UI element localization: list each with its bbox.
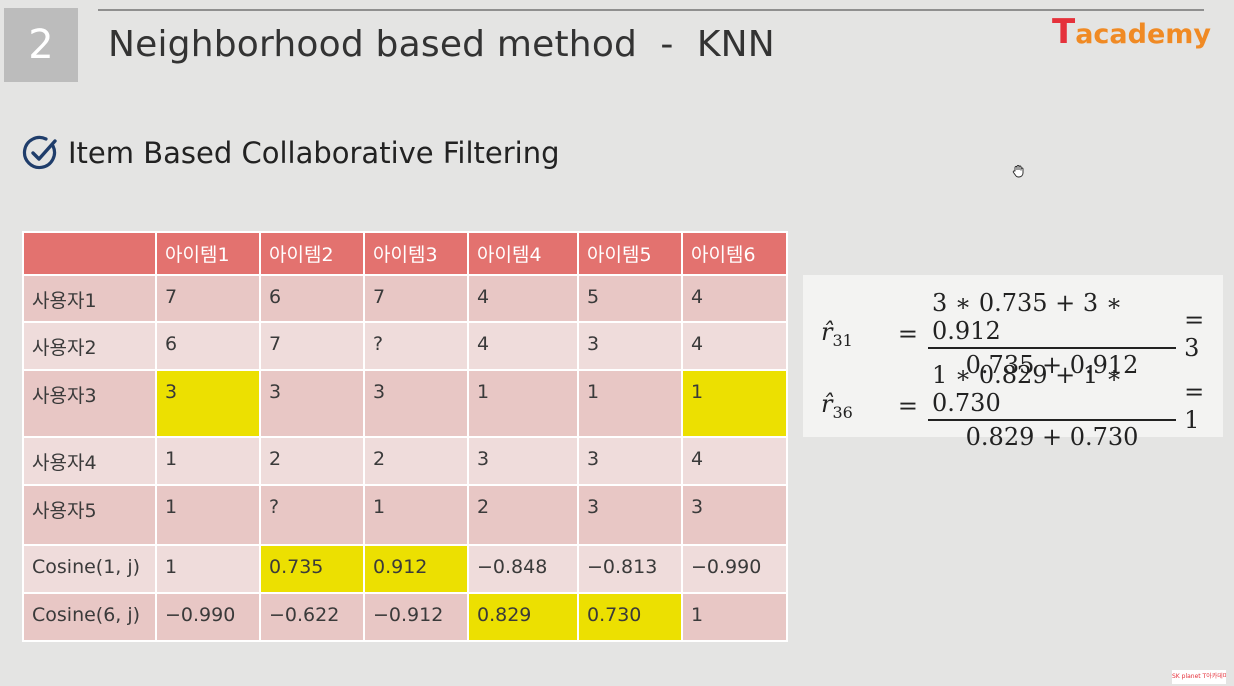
highlighted-cell: 0.735 (259, 544, 365, 594)
header-item2: 아이템2 (259, 231, 365, 276)
header-corner (22, 231, 157, 276)
table-row: 사용자5 1 ? 1 2 3 3 (22, 484, 788, 546)
table-cell: −0.813 (577, 544, 683, 594)
formula-numerator: 3 ∗ 0.735 + 3 ∗ 0.912 (928, 289, 1177, 349)
table-cell: 7 (155, 274, 261, 323)
sk-planet-logo: SK planet T아카데미 (1172, 670, 1226, 684)
equals-sign: = (897, 392, 918, 420)
formula-result: = 3 (1184, 306, 1205, 362)
table-cell: 2 (363, 436, 469, 486)
formula-symbol: r̂ (821, 318, 833, 347)
formula-fraction: 3 ∗ 0.735 + 3 ∗ 0.912 0.735 + 0.912 (928, 289, 1177, 379)
table-cell: 7 (259, 321, 365, 371)
row-label: 사용자4 (22, 436, 157, 486)
header-item5: 아이템5 (577, 231, 683, 276)
table-cell: 3 (577, 321, 683, 371)
formula-subscript: 36 (832, 402, 853, 422)
table-cell: 2 (467, 484, 579, 546)
table-row: 사용자1 7 6 7 4 5 4 (22, 274, 788, 323)
rating-matrix-table: 아이템1 아이템2 아이템3 아이템4 아이템5 아이템6 사용자1 7 6 7… (22, 231, 788, 642)
section-heading: Item Based Collaborative Filtering (22, 134, 560, 172)
table-cell: 1 (155, 544, 261, 594)
formula-numerator: 1 ∗ 0.829 + 1 ∗ 0.730 (928, 361, 1177, 421)
row-label: 사용자5 (22, 484, 157, 546)
highlighted-cell: 1 (681, 369, 788, 438)
table-cell: 1 (467, 369, 579, 438)
formula-denominator: 0.735 + 0.912 (965, 351, 1139, 379)
formula-r36: r̂36 = 1 ∗ 0.829 + 1 ∗ 0.730 0.829 + 0.7… (821, 361, 1223, 451)
table-row: Cosine(1, j) 1 0.735 0.912 −0.848 −0.813… (22, 544, 788, 594)
header-item4: 아이템4 (467, 231, 579, 276)
table-cell: 4 (467, 274, 579, 323)
formula-lhs: r̂36 (821, 390, 888, 422)
table-cell: 4 (681, 321, 788, 371)
table-cell: 3 (467, 436, 579, 486)
row-label: Cosine(1, j) (22, 544, 157, 594)
table-row: 사용자4 1 2 2 3 3 4 (22, 436, 788, 486)
table-cell: −0.912 (363, 592, 469, 642)
table-cell: 1 (681, 592, 788, 642)
slide-number: 2 (4, 8, 78, 82)
table-cell: 6 (259, 274, 365, 323)
highlighted-cell: 0.829 (467, 592, 579, 642)
table-cell: 4 (681, 436, 788, 486)
title-divider (98, 9, 1204, 11)
logo-t: T (1052, 12, 1076, 52)
logo-academy: academy (1075, 19, 1212, 50)
table-cell: 3 (363, 369, 469, 438)
highlighted-cell: 0.730 (577, 592, 683, 642)
table-cell: 5 (577, 274, 683, 323)
table-row: Cosine(6, j) −0.990 −0.622 −0.912 0.829 … (22, 592, 788, 642)
table-row: 사용자2 6 7 ? 4 3 4 (22, 321, 788, 371)
table-cell: 4 (467, 321, 579, 371)
highlighted-cell: 0.912 (363, 544, 469, 594)
page-title: Neighborhood based method - KNN (108, 24, 775, 65)
table-cell: 4 (681, 274, 788, 323)
formula-subscript: 31 (832, 330, 853, 350)
header-item6: 아이템6 (681, 231, 788, 276)
tacademy-logo: Tacademy (1052, 12, 1211, 52)
formula-result: = 1 (1184, 378, 1205, 434)
equals-sign: = (897, 320, 918, 348)
table-header-row: 아이템1 아이템2 아이템3 아이템4 아이템5 아이템6 (22, 231, 788, 276)
hand-cursor-icon (1012, 165, 1024, 178)
formula-denominator: 0.829 + 0.730 (965, 423, 1139, 451)
table-cell: ? (363, 321, 469, 371)
table-row: 사용자3 3 3 3 1 1 1 (22, 369, 788, 438)
table-cell: 1 (363, 484, 469, 546)
table-cell: −0.622 (259, 592, 365, 642)
formula-fraction: 1 ∗ 0.829 + 1 ∗ 0.730 0.829 + 0.730 (928, 361, 1177, 451)
table-cell: ? (259, 484, 365, 546)
table-cell: 1 (155, 436, 261, 486)
row-label: 사용자1 (22, 274, 157, 323)
row-label: 사용자2 (22, 321, 157, 371)
table-cell: 3 (577, 484, 683, 546)
prediction-formulas: r̂31 = 3 ∗ 0.735 + 3 ∗ 0.912 0.735 + 0.9… (803, 275, 1223, 451)
table-cell: 3 (577, 436, 683, 486)
table-cell: 1 (577, 369, 683, 438)
section-title: Item Based Collaborative Filtering (68, 136, 560, 170)
table-cell: −0.848 (467, 544, 579, 594)
header-item3: 아이템3 (363, 231, 469, 276)
table-cell: 2 (259, 436, 365, 486)
table-cell: 3 (259, 369, 365, 438)
formula-lhs: r̂31 (821, 318, 888, 350)
table-cell: −0.990 (155, 592, 261, 642)
check-circle-icon (22, 135, 57, 170)
row-label: Cosine(6, j) (22, 592, 157, 642)
table-cell: −0.990 (681, 544, 788, 594)
row-label: 사용자3 (22, 369, 157, 438)
table-cell: 1 (155, 484, 261, 546)
table-cell: 7 (363, 274, 469, 323)
formula-r31: r̂31 = 3 ∗ 0.735 + 3 ∗ 0.912 0.735 + 0.9… (821, 289, 1223, 379)
header-item1: 아이템1 (155, 231, 261, 276)
formula-symbol: r̂ (821, 390, 833, 419)
table-cell: 3 (681, 484, 788, 546)
highlighted-cell: 3 (155, 369, 261, 438)
table-cell: 6 (155, 321, 261, 371)
